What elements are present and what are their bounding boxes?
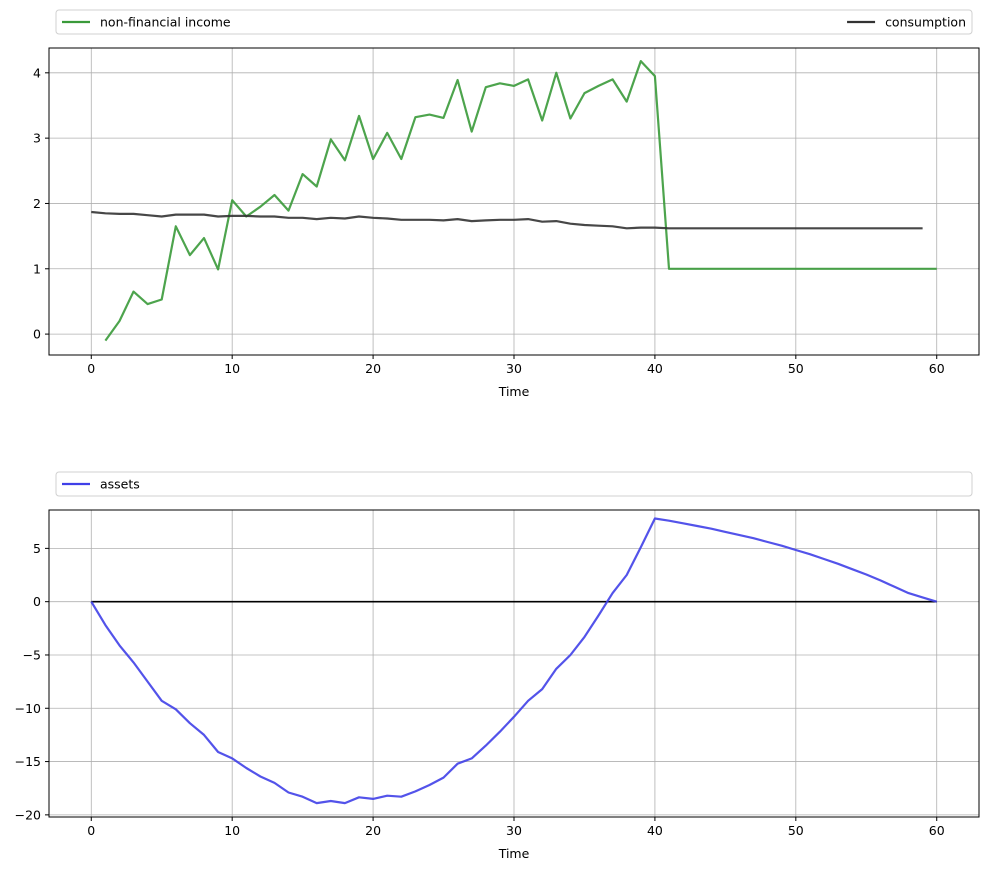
legend-box — [55, 471, 973, 497]
y-tick-label: −20 — [15, 807, 41, 822]
y-tick-label: 4 — [33, 65, 41, 80]
y-tick-label: −15 — [15, 754, 41, 769]
legend: non-financial income consumption — [55, 9, 973, 35]
x-axis-label: Time — [498, 384, 530, 399]
y-tick-label: 0 — [33, 327, 41, 342]
x-tick-label: 30 — [506, 361, 522, 376]
legend-label: non-financial income — [100, 15, 231, 30]
y-tick-label: 5 — [33, 541, 41, 556]
chart-panel-2: 0 10 20 30 40 50 60 −20 −15 −10 −5 0 5 Time assets — [15, 471, 980, 861]
chart-panel-1: 0 10 20 30 40 50 60 0 1 2 3 4 Time non-financial inco… — [33, 9, 980, 399]
x-tick-label: 60 — [929, 823, 945, 838]
x-tick-label: 0 — [87, 823, 95, 838]
x-tick-label: 50 — [788, 823, 804, 838]
x-tick-label: 40 — [647, 361, 663, 376]
x-tick-label: 40 — [647, 823, 663, 838]
legend-label: assets — [100, 477, 140, 492]
legend-box — [55, 9, 973, 35]
legend: assets — [55, 471, 973, 497]
x-tick-label: 30 — [506, 823, 522, 838]
series-line-consumption — [91, 210, 923, 230]
series-line-non-financial-income — [104, 59, 937, 342]
legend-label: consumption — [885, 15, 966, 30]
x-tick-label: 10 — [224, 823, 240, 838]
y-tick-label: 3 — [33, 131, 41, 146]
y-tick-label: 2 — [33, 196, 41, 211]
x-tick-label: 20 — [365, 361, 381, 376]
x-tick-label: 0 — [87, 361, 95, 376]
y-tick-label: 1 — [33, 261, 41, 276]
y-tick-label: −10 — [15, 701, 41, 716]
x-tick-label: 60 — [929, 361, 945, 376]
x-tick-label: 10 — [224, 361, 240, 376]
x-tick-label: 50 — [788, 361, 804, 376]
y-tick-label: −5 — [23, 647, 41, 662]
series-line-assets — [90, 517, 938, 805]
y-tick-label: 0 — [33, 594, 41, 609]
x-tick-label: 20 — [365, 823, 381, 838]
x-axis-label: Time — [498, 846, 530, 861]
